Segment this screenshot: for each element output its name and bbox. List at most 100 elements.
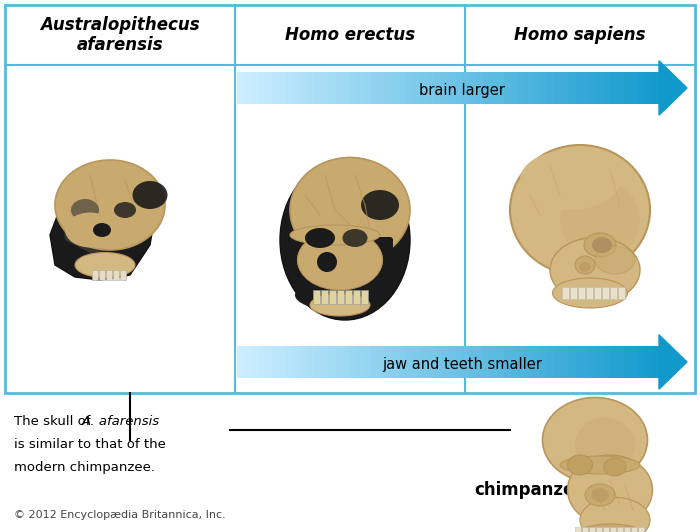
Text: is similar to that of the: is similar to that of the xyxy=(14,438,166,451)
Bar xyxy=(258,346,265,378)
Bar xyxy=(624,72,631,104)
Bar xyxy=(617,346,624,378)
Bar xyxy=(434,346,441,378)
Bar xyxy=(462,346,469,378)
Ellipse shape xyxy=(290,225,380,245)
Bar xyxy=(526,72,533,104)
Bar xyxy=(378,72,385,104)
Bar xyxy=(356,346,363,378)
Bar xyxy=(570,287,577,299)
Ellipse shape xyxy=(342,229,368,247)
Bar xyxy=(399,72,406,104)
Bar xyxy=(554,346,561,378)
Bar xyxy=(610,287,617,299)
Bar xyxy=(582,346,589,378)
Bar xyxy=(586,287,593,299)
Ellipse shape xyxy=(280,160,410,320)
Bar xyxy=(476,346,483,378)
Bar xyxy=(554,72,561,104)
Text: The skull of: The skull of xyxy=(14,415,94,428)
Bar xyxy=(455,346,462,378)
Bar xyxy=(518,346,526,378)
Bar xyxy=(314,72,321,104)
Ellipse shape xyxy=(75,253,135,278)
Bar xyxy=(582,527,588,532)
Bar xyxy=(321,290,328,304)
Bar xyxy=(533,72,540,104)
Bar xyxy=(329,290,336,304)
Bar xyxy=(561,346,568,378)
Bar xyxy=(258,72,265,104)
Bar xyxy=(483,72,490,104)
Bar xyxy=(483,346,490,378)
Bar xyxy=(237,346,244,378)
Bar xyxy=(392,346,399,378)
Bar xyxy=(589,72,596,104)
Bar xyxy=(631,527,637,532)
Ellipse shape xyxy=(591,488,609,502)
Bar xyxy=(469,72,476,104)
Bar xyxy=(279,346,286,378)
Bar xyxy=(511,72,518,104)
Bar xyxy=(652,72,659,104)
Bar xyxy=(603,72,610,104)
Bar xyxy=(307,72,314,104)
Bar xyxy=(562,287,569,299)
Bar xyxy=(370,72,378,104)
Bar xyxy=(286,72,293,104)
Bar xyxy=(265,346,272,378)
Bar xyxy=(385,346,392,378)
Bar xyxy=(237,72,244,104)
Bar xyxy=(589,527,595,532)
Bar xyxy=(265,72,272,104)
Bar xyxy=(342,72,349,104)
Bar xyxy=(568,72,575,104)
Bar xyxy=(337,290,344,304)
Bar xyxy=(363,72,370,104)
Bar xyxy=(106,270,112,280)
Text: Homo erectus: Homo erectus xyxy=(285,26,415,44)
Bar xyxy=(617,527,623,532)
Bar xyxy=(349,72,356,104)
Text: jaw and teeth smaller: jaw and teeth smaller xyxy=(382,356,542,371)
Bar xyxy=(526,346,533,378)
Bar xyxy=(300,346,307,378)
Bar xyxy=(392,72,399,104)
Bar xyxy=(313,290,320,304)
Ellipse shape xyxy=(295,280,375,310)
Bar xyxy=(561,72,568,104)
Bar xyxy=(568,346,575,378)
Bar xyxy=(497,346,504,378)
Bar xyxy=(361,290,368,304)
Ellipse shape xyxy=(305,228,335,248)
Bar xyxy=(540,72,547,104)
Ellipse shape xyxy=(310,294,370,316)
Bar xyxy=(610,527,616,532)
Bar xyxy=(244,346,251,378)
Bar xyxy=(434,72,441,104)
Ellipse shape xyxy=(579,262,591,272)
Text: © 2012 Encyclopædia Britannica, Inc.: © 2012 Encyclopædia Britannica, Inc. xyxy=(14,510,225,520)
Bar xyxy=(547,346,554,378)
Bar xyxy=(638,527,644,532)
Polygon shape xyxy=(50,165,155,280)
Bar xyxy=(293,346,300,378)
Bar xyxy=(321,72,328,104)
Ellipse shape xyxy=(575,418,635,472)
Bar xyxy=(624,527,630,532)
Bar xyxy=(399,346,406,378)
Bar xyxy=(582,72,589,104)
Bar xyxy=(497,72,504,104)
Bar xyxy=(356,72,363,104)
Bar xyxy=(589,346,596,378)
Bar xyxy=(328,72,335,104)
Bar xyxy=(455,72,462,104)
Bar xyxy=(92,270,98,280)
Bar xyxy=(279,72,286,104)
Bar xyxy=(113,270,119,280)
Bar xyxy=(504,346,511,378)
Bar xyxy=(5,5,695,393)
Bar xyxy=(490,72,497,104)
Ellipse shape xyxy=(71,199,99,221)
Bar xyxy=(353,290,360,304)
